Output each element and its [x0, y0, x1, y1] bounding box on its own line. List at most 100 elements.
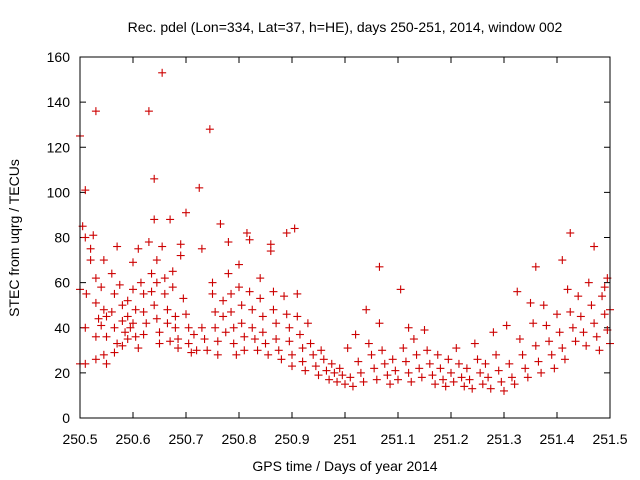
data-point: [346, 373, 355, 382]
data-point: [182, 310, 190, 319]
data-point: [245, 287, 254, 296]
data-point: [123, 312, 132, 321]
data-point: [269, 287, 278, 296]
data-point: [407, 377, 416, 386]
plot-frame: [79, 56, 611, 419]
data-point: [356, 368, 365, 377]
data-point: [160, 289, 169, 298]
data-point: [401, 357, 410, 366]
data-point: [219, 296, 228, 305]
y-tick-label: 40: [54, 320, 70, 336]
data-point: [110, 289, 119, 298]
data-point: [245, 235, 254, 244]
data-point: [115, 280, 124, 289]
x-tick-label: 250.6: [115, 431, 150, 447]
data-point: [285, 337, 294, 346]
data-point: [280, 292, 289, 301]
data-point: [224, 238, 233, 247]
data-point: [351, 330, 360, 339]
data-point: [240, 332, 249, 341]
data-point: [248, 323, 257, 332]
data-point: [129, 258, 137, 267]
data-point: [431, 380, 440, 389]
data-point: [121, 328, 130, 337]
data-point: [293, 312, 302, 321]
data-point: [391, 366, 400, 375]
data-point: [81, 186, 90, 195]
data-point: [129, 285, 137, 294]
data-point: [139, 330, 148, 339]
data-point: [152, 314, 161, 323]
data-point: [163, 319, 172, 328]
y-tick-label: 0: [62, 410, 70, 426]
data-point: [510, 380, 519, 389]
data-point: [550, 364, 559, 373]
data-point: [91, 355, 100, 364]
x-tick-label: 250.7: [168, 431, 203, 447]
data-point: [518, 350, 527, 359]
y-tick-label: 140: [47, 94, 71, 110]
data-point: [579, 328, 588, 337]
data-point: [317, 346, 326, 355]
data-point: [462, 364, 471, 373]
data-point: [266, 240, 275, 249]
data-point: [113, 339, 122, 348]
data-point: [150, 174, 159, 183]
data-point: [264, 350, 273, 359]
data-point: [86, 244, 95, 253]
data-point: [176, 240, 185, 249]
data-point: [600, 310, 609, 319]
data-point: [91, 298, 100, 307]
data-point: [129, 319, 137, 328]
data-point: [282, 310, 291, 319]
data-point: [187, 348, 196, 357]
data-point: [529, 319, 538, 328]
data-point: [537, 368, 546, 377]
data-point: [460, 382, 469, 391]
data-point: [258, 328, 267, 337]
data-point: [118, 316, 127, 325]
data-point: [110, 348, 119, 357]
data-point: [147, 287, 156, 296]
data-point: [139, 307, 148, 316]
data-point: [97, 321, 106, 330]
data-point: [227, 289, 236, 298]
data-point: [457, 373, 466, 382]
data-point: [256, 294, 265, 303]
data-point: [396, 285, 405, 294]
data-point: [86, 256, 95, 265]
data-point: [235, 260, 243, 269]
data-point: [227, 307, 236, 316]
data-point: [367, 350, 376, 359]
data-point: [531, 341, 540, 350]
data-point: [248, 305, 257, 314]
data-point: [420, 326, 429, 335]
data-point: [197, 323, 206, 332]
data-point: [211, 307, 220, 316]
data-point: [311, 362, 320, 371]
data-point: [444, 355, 453, 364]
data-point: [102, 359, 111, 368]
data-point: [232, 350, 241, 359]
data-point: [473, 355, 482, 364]
data-point: [123, 296, 132, 305]
data-point: [571, 337, 580, 346]
data-points: [76, 68, 614, 395]
data-point: [582, 341, 591, 350]
data-point: [256, 274, 265, 283]
data-point: [155, 339, 164, 348]
data-point: [195, 183, 204, 192]
data-point: [521, 364, 530, 373]
data-point: [266, 247, 275, 256]
data-point: [412, 350, 421, 359]
data-point: [250, 335, 259, 344]
data-point: [378, 346, 387, 355]
data-point: [213, 337, 222, 346]
data-point: [584, 278, 593, 287]
y-tick-label: 80: [54, 230, 70, 246]
data-point: [171, 312, 180, 321]
data-point: [224, 269, 233, 278]
x-tick-label: 250.5: [62, 431, 97, 447]
x-tick-label: 250.8: [221, 431, 256, 447]
